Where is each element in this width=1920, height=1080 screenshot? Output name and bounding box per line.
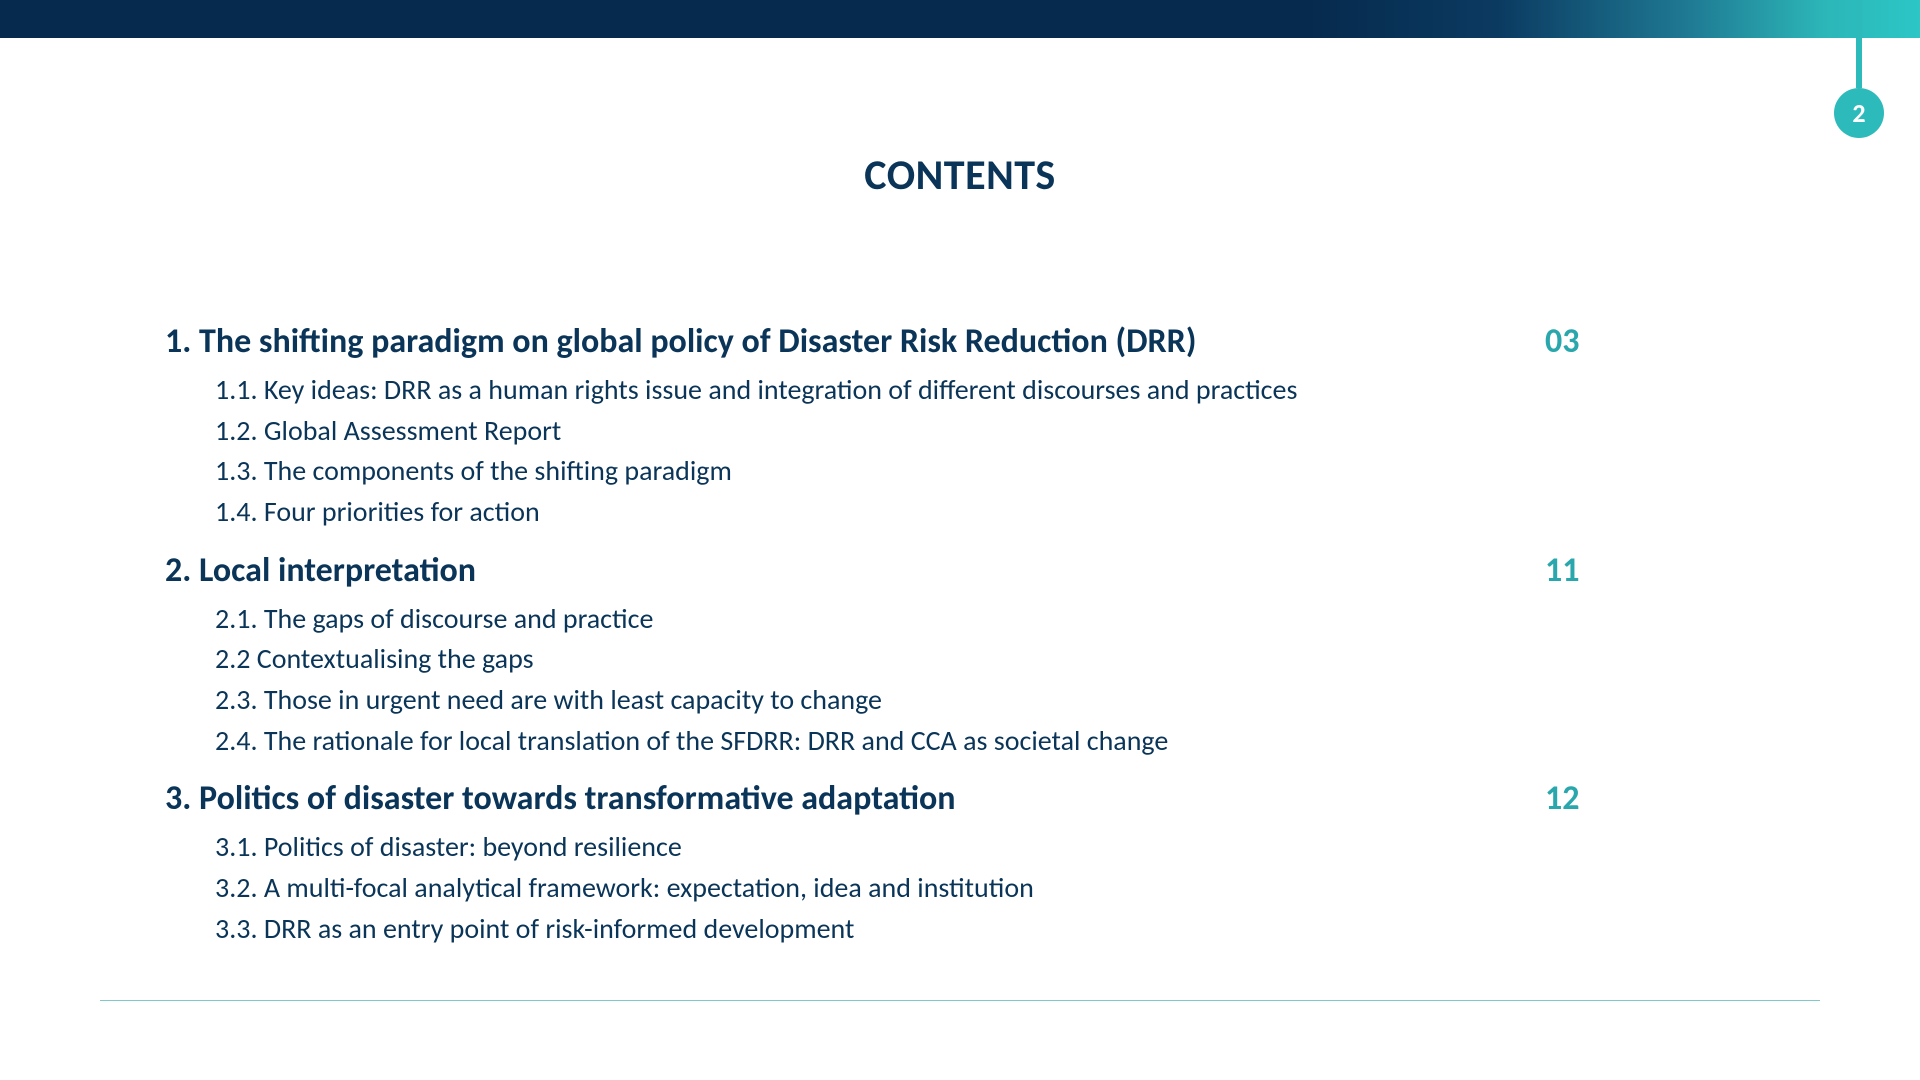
toc-sub-list: 1.1. Key ideas: DRR as a human rights is… [165, 370, 1725, 532]
top-gradient-bar [0, 0, 1920, 38]
toc-section-number: 2. [165, 550, 191, 591]
toc-section-3: 3. Politics of disaster towards transfor… [165, 777, 1725, 949]
toc-sub-item: 2.3. Those in urgent need are with least… [215, 680, 1725, 721]
toc-section-1: 1. The shifting paradigm on global polic… [165, 320, 1725, 533]
toc-section-name: The shifting paradigm on global policy o… [199, 321, 1196, 362]
toc-section-head: 2. Local interpretation 11 [165, 549, 1725, 593]
toc-sub-item: 1.2. Global Assessment Report [215, 411, 1725, 452]
toc-sub-item: 1.3. The components of the shifting para… [215, 451, 1725, 492]
toc-sub-item: 3.3. DRR as an entry point of risk-infor… [215, 909, 1725, 950]
toc-section-title: 1. The shifting paradigm on global polic… [165, 320, 1196, 364]
table-of-contents: 1. The shifting paradigm on global polic… [165, 320, 1725, 965]
toc-section-head: 1. The shifting paradigm on global polic… [165, 320, 1725, 364]
toc-section-title: 2. Local interpretation [165, 549, 476, 593]
toc-section-name: Politics of disaster towards transformat… [199, 778, 956, 819]
toc-section-head: 3. Politics of disaster towards transfor… [165, 777, 1725, 821]
toc-section-page: 11 [1545, 550, 1725, 591]
toc-sub-item: 1.1. Key ideas: DRR as a human rights is… [215, 370, 1725, 411]
page-number-badge: 2 [1834, 88, 1884, 138]
toc-sub-item: 3.2. A multi-focal analytical framework:… [215, 868, 1725, 909]
toc-sub-item: 2.4. The rationale for local translation… [215, 721, 1725, 762]
toc-sub-list: 3.1. Politics of disaster: beyond resili… [165, 827, 1725, 949]
toc-sub-item: 3.1. Politics of disaster: beyond resili… [215, 827, 1725, 868]
toc-section-title: 3. Politics of disaster towards transfor… [165, 777, 956, 821]
toc-sub-item: 2.2 Contextualising the gaps [215, 639, 1725, 680]
toc-section-name: Local interpretation [199, 550, 476, 591]
toc-section-page: 03 [1545, 321, 1725, 362]
toc-section-number: 3. [165, 778, 191, 819]
toc-section-page: 12 [1545, 778, 1725, 819]
page-number-text: 2 [1852, 97, 1865, 129]
toc-sub-item: 1.4. Four priorities for action [215, 492, 1725, 533]
toc-sub-item: 2.1. The gaps of discourse and practice [215, 599, 1725, 640]
toc-sub-list: 2.1. The gaps of discourse and practice … [165, 599, 1725, 761]
page-title: CONTENTS [0, 150, 1920, 201]
toc-section-number: 1. [165, 321, 191, 362]
bottom-divider [100, 1000, 1820, 1001]
toc-section-2: 2. Local interpretation 11 2.1. The gaps… [165, 549, 1725, 762]
page-number-tick [1856, 0, 1862, 88]
